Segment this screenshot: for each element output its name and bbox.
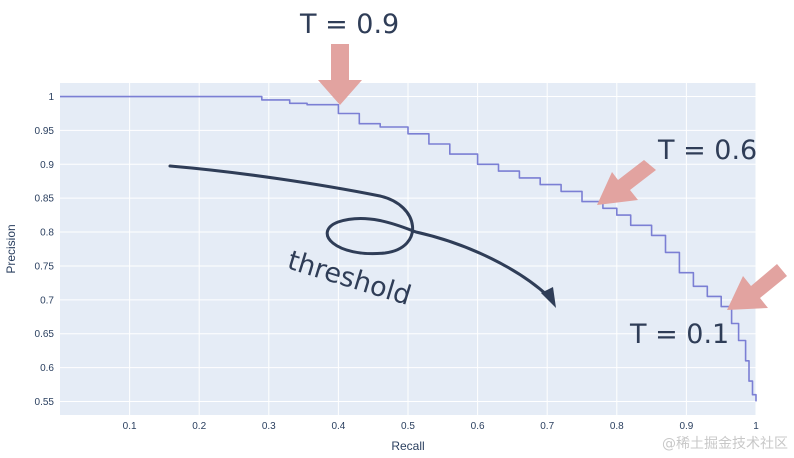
- x-tick-label: 0.2: [192, 421, 206, 432]
- x-tick-label: 0.1: [123, 421, 137, 432]
- y-tick-label: 1: [48, 92, 54, 103]
- tick-labels: 0.1 0.2 0.3 0.4 0.5 0.6 0.7 0.8 0.9 1 0.55 0.6 0.65 0…: [35, 92, 760, 432]
- threshold-arrow-head: [541, 287, 556, 308]
- arrow-t06-icon: [597, 160, 656, 205]
- x-tick-label: 0.3: [262, 421, 276, 432]
- pr-curve-line: [60, 95, 757, 402]
- watermark: @稀土掘金技术社区: [662, 436, 788, 452]
- y-tick-label: 0.85: [35, 194, 55, 205]
- y-tick-label: 0.95: [35, 126, 55, 137]
- x-tick-label: 1: [753, 421, 759, 432]
- annotation-t01: T = 0.1: [629, 319, 729, 350]
- y-axis-title: Precision: [4, 224, 18, 273]
- x-tick-label: 0.5: [401, 421, 415, 432]
- x-tick-label: 0.4: [331, 421, 345, 432]
- y-tick-label: 0.65: [35, 329, 55, 340]
- x-tick-label: 0.9: [679, 421, 693, 432]
- y-tick-label: 0.55: [35, 397, 55, 408]
- x-tick-label: 0.8: [610, 421, 624, 432]
- grid-lines: [60, 83, 757, 415]
- arrow-t01-icon: [727, 264, 787, 310]
- x-axis-title: Recall: [391, 439, 424, 453]
- threshold-curve-arrow: [168, 164, 550, 298]
- y-tick-label: 0.7: [40, 295, 54, 306]
- y-tick-label: 0.75: [35, 261, 55, 272]
- y-tick-label: 0.9: [40, 160, 54, 171]
- y-tick-label: 0.8: [40, 228, 54, 239]
- arrow-t09-icon: [318, 44, 362, 105]
- annotation-t06: T = 0.6: [657, 135, 757, 166]
- y-tick-label: 0.6: [40, 363, 54, 374]
- x-tick-label: 0.7: [540, 421, 554, 432]
- x-tick-label: 0.6: [471, 421, 485, 432]
- pr-curve-series: [60, 95, 757, 402]
- annotation-t09: T = 0.9: [299, 9, 399, 40]
